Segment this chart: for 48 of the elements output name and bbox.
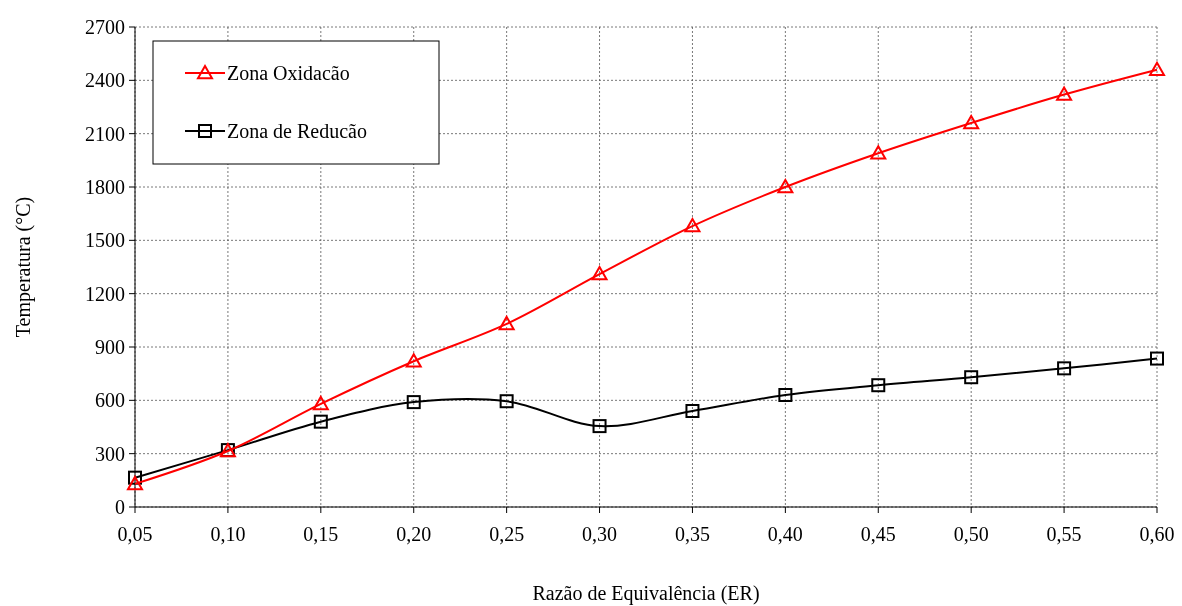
point: [127, 475, 143, 491]
x-tick-label: 0,15: [303, 523, 339, 545]
y-tick-label: 600: [95, 389, 125, 412]
x-tick-label: 0,50: [953, 523, 989, 545]
legend-label: Zona de Reducão: [227, 120, 367, 142]
point: [963, 115, 980, 130]
point: [313, 414, 328, 429]
point: [1149, 61, 1165, 76]
y-tick-label: 1800: [85, 176, 125, 198]
x-tick-label: 0,05: [117, 523, 153, 545]
x-axis-title: Razão de Equivalência (ER): [532, 582, 760, 605]
y-tick-label: 2100: [85, 122, 125, 145]
x-tick-label: 0,25: [489, 523, 525, 545]
x-tick-label: 0,40: [767, 523, 803, 545]
y-tick-label: 300: [95, 442, 125, 465]
y-tick-label: 1200: [85, 282, 125, 305]
point: [312, 395, 329, 411]
point: [405, 353, 422, 368]
legend-label: Zona Oxidacão: [227, 62, 350, 84]
y-axis-title: Temperatura (°C): [12, 196, 35, 338]
y-tick-label: 2700: [85, 16, 125, 38]
x-tick-label: 0,60: [1139, 523, 1175, 545]
point: [128, 470, 142, 485]
point: [964, 370, 979, 385]
point: [685, 404, 700, 418]
point: [1056, 86, 1073, 101]
x-tick-label: 0,35: [674, 523, 710, 545]
point: [777, 179, 794, 194]
point: [684, 218, 701, 233]
x-tick-label: 0,45: [860, 523, 896, 545]
point: [406, 395, 421, 410]
y-tick-label: 900: [95, 336, 125, 358]
x-tick-label: 0,55: [1046, 523, 1082, 545]
y-tick-label: 2400: [85, 69, 125, 92]
point: [499, 394, 514, 409]
point: [1150, 351, 1164, 366]
y-tick-label: 1500: [85, 229, 125, 252]
y-tick-label: 0: [115, 496, 125, 518]
point: [870, 145, 887, 160]
point: [1057, 361, 1072, 376]
point: [592, 419, 607, 434]
x-tick-label: 0,10: [210, 523, 246, 545]
point: [498, 315, 515, 331]
point: [778, 388, 793, 402]
x-tick-label: 0,30: [582, 523, 618, 545]
x-tick-label: 0,20: [396, 523, 432, 545]
point: [871, 378, 886, 393]
point: [591, 266, 608, 281]
